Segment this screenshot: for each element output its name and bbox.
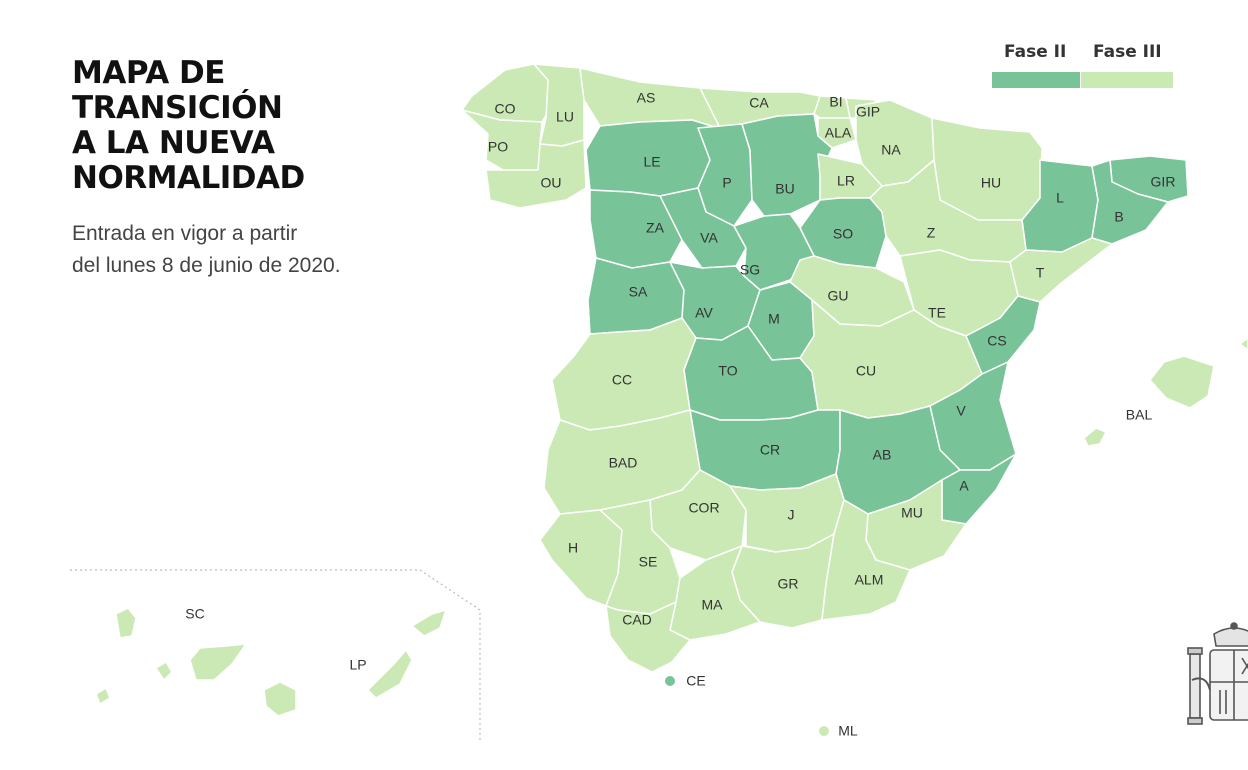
title-line: A LA NUEVA [72,125,275,161]
map-subtitle: Entrada en vigor a partir del lunes 8 de… [72,218,412,282]
province-label-a: A [959,478,969,494]
province-label-bad: BAD [609,455,638,471]
province-label-cad: CAD [622,612,652,628]
province-label-l: L [1056,190,1064,206]
province-label-lr: LR [837,173,855,189]
subtitle-line: Entrada en vigor a partir [72,222,298,245]
coat-of-arms-emblem [1187,622,1248,725]
map-dots [665,676,829,736]
province-label-h: H [568,540,578,556]
province-alm [821,499,911,621]
map-regions [95,63,1248,717]
legend-label-fase-2: Fase II [1004,42,1067,62]
province-label-le: LE [643,154,660,170]
province-label-cs: CS [987,333,1006,349]
province-lp [411,609,447,637]
map-legend: Fase II Fase III [992,40,1177,92]
province-sc [189,643,247,681]
province-b [1091,159,1169,245]
province-label-se: SE [639,554,658,570]
province-bal [1239,337,1248,351]
province-label-to: TO [718,363,737,379]
province-label-lu: LU [556,109,574,125]
province-label-ab: AB [873,447,892,463]
province-label-sa: SA [629,284,648,300]
province-label-co: CO [495,101,516,117]
province-ml-marker [819,726,829,736]
province-sc [155,661,173,681]
province-bal [1149,355,1215,409]
province-label-ce: CE [686,673,705,689]
legend-swatch-fase-3 [1081,72,1173,88]
province-label-ml: ML [838,723,858,739]
province-ou [485,139,587,209]
province-label-alm: ALM [855,572,884,588]
province-cad [605,601,691,673]
province-sc [95,687,111,705]
province-label-m: M [768,311,780,327]
province-label-p: P [722,175,731,191]
province-ce-marker [665,676,675,686]
province-label-so: SO [833,226,853,242]
province-label-cu: CU [856,363,876,379]
title-line: NORMALIDAD [72,160,305,196]
province-h [539,509,623,607]
province-label-lp: LP [349,657,366,673]
title-line: TRANSICIÓN [72,90,283,126]
province-label-b: B [1114,209,1123,225]
province-bal [1083,427,1107,447]
province-label-cr: CR [760,442,780,458]
province-label-gir: GIR [1151,174,1176,190]
legend-swatch-fase-2 [992,72,1080,88]
province-label-as: AS [637,90,656,106]
province-label-va: VA [700,230,718,246]
province-label-cc: CC [612,372,632,388]
province-label-cor: COR [688,500,719,516]
province-label-gip: GIP [856,104,880,120]
province-label-gu: GU [828,288,849,304]
province-label-gr: GR [778,576,799,592]
province-label-bi: BI [829,94,842,110]
province-label-sg: SG [740,262,760,278]
province-label-ca: CA [749,95,769,111]
legend-label-fase-3: Fase III [1093,42,1162,62]
province-label-z: Z [927,225,936,241]
province-label-te: TE [928,305,946,321]
province-label-ou: OU [541,175,562,191]
province-label-v: V [956,403,966,419]
province-label-ala: ALA [825,125,852,141]
province-label-na: NA [881,142,901,158]
province-label-bal: BAL [1126,407,1153,423]
subtitle-line: del lunes 8 de junio de 2020. [72,254,341,277]
province-label-po: PO [488,139,508,155]
province-label-j: J [788,507,795,523]
map-title: MAPA DE TRANSICIÓN A LA NUEVA NORMALIDAD [72,56,402,196]
title-line: MAPA DE [72,55,225,91]
province-label-za: ZA [646,220,665,236]
province-label-ma: MA [702,597,724,613]
province-za [589,189,683,269]
province-sc [115,607,137,639]
province-sc [263,681,297,717]
province-label-mu: MU [901,505,923,521]
province-label-hu: HU [981,175,1001,191]
province-label-bu: BU [775,181,794,197]
province-label-av: AV [695,305,713,321]
province-lp [367,649,413,699]
canary-inset-frame [70,569,481,740]
province-label-t: T [1036,265,1045,281]
province-label-sc: SC [185,606,204,622]
